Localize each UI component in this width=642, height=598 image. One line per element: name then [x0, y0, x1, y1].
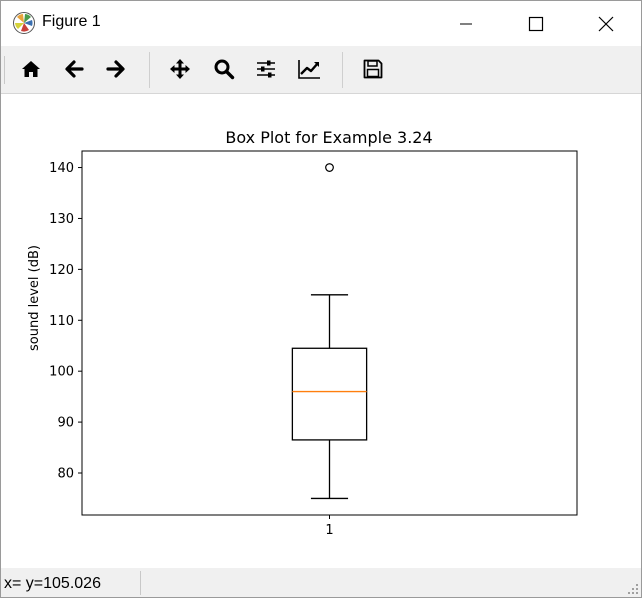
axes-frame	[81, 150, 578, 516]
toolbar-separator	[342, 52, 343, 88]
y-tick-label: 130	[49, 212, 74, 227]
status-divider	[140, 571, 141, 595]
sliders-icon	[257, 60, 275, 78]
status-bar: x= y=105.026	[1, 568, 641, 597]
home-button[interactable]	[16, 54, 46, 84]
y-tick-label: 110	[49, 314, 74, 329]
y-axis-label: sound level (dB)	[27, 245, 42, 351]
back-button[interactable]	[59, 54, 89, 84]
close-icon	[598, 16, 614, 31]
home-icon	[22, 61, 40, 77]
subplots-button[interactable]	[251, 54, 281, 84]
matplotlib-logo-icon	[13, 12, 35, 34]
toolbar-separator	[149, 52, 150, 88]
y-tick-label: 140	[49, 161, 74, 176]
arrow-right-icon	[106, 60, 125, 78]
box	[291, 347, 368, 441]
chart-title: Box Plot for Example 3.24	[225, 128, 432, 147]
arrow-left-icon	[65, 60, 84, 78]
minimize-icon	[460, 23, 472, 24]
x-tick-label: 1	[325, 523, 333, 538]
close-button[interactable]	[583, 1, 629, 46]
move-icon	[170, 59, 190, 79]
forward-button[interactable]	[101, 54, 131, 84]
title-bar[interactable]: Figure 1	[1, 1, 641, 46]
resize-grip-icon[interactable]	[627, 583, 639, 595]
pan-button[interactable]	[165, 54, 195, 84]
window-title: Figure 1	[42, 13, 101, 30]
zoom-button[interactable]	[209, 54, 239, 84]
customize-button[interactable]	[294, 54, 324, 84]
magnifier-icon	[214, 59, 235, 80]
y-tick-label: 120	[49, 263, 74, 278]
toolbar-grip	[4, 56, 7, 84]
navigation-toolbar	[1, 46, 641, 94]
save-button[interactable]	[358, 54, 388, 84]
minimize-button[interactable]	[443, 1, 489, 46]
floppy-disk-icon	[363, 59, 383, 79]
y-tick-label: 90	[57, 416, 74, 431]
figure-canvas[interactable]: Box Plot for Example 3.24 sound level (d…	[1, 94, 641, 568]
line-chart-icon	[298, 60, 320, 79]
outlier-point	[325, 163, 334, 172]
maximize-icon	[528, 16, 544, 31]
cursor-coordinates: x= y=105.026	[4, 575, 101, 592]
box-plot: Box Plot for Example 3.24 sound level (d…	[27, 128, 578, 538]
maximize-button[interactable]	[513, 1, 559, 46]
y-tick-label: 80	[57, 467, 74, 482]
y-tick-label: 100	[49, 365, 74, 380]
